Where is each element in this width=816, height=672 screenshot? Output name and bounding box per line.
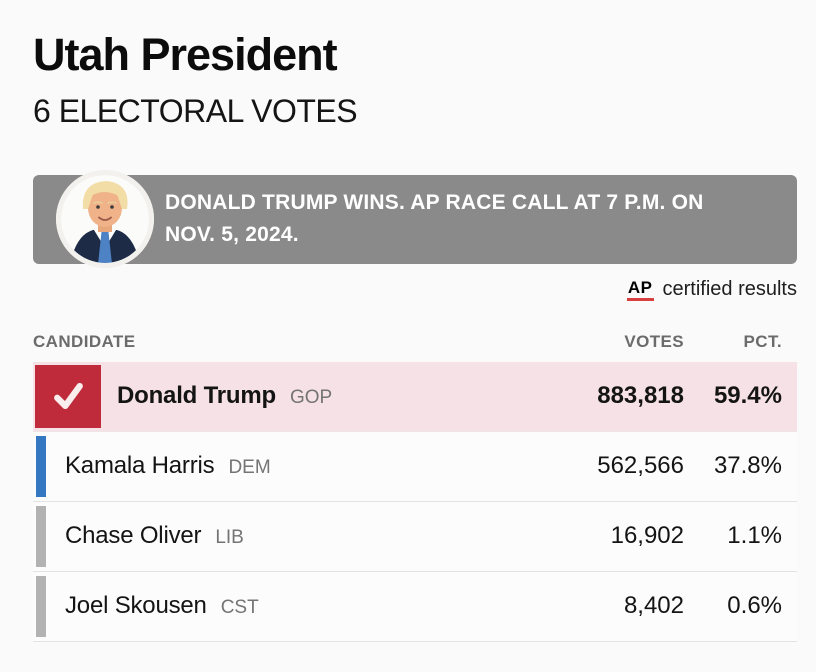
party-color-marker (35, 364, 101, 428)
candidate-name: Joel Skousen (65, 592, 207, 620)
winner-check-icon (54, 383, 83, 410)
candidate-party-label: DEM (228, 457, 271, 479)
candidate-pct: 59.4% (713, 382, 782, 410)
candidate-name-group: Joel Skousen CST (65, 592, 564, 620)
table-row: Chase Oliver LIB 16,902 1.1% (33, 501, 797, 572)
page-title: Utah President (33, 29, 338, 80)
candidate-column-header: CANDIDATE (33, 331, 136, 351)
candidate-name: Chase Oliver (65, 522, 202, 550)
certification-line: AP certified results (33, 278, 797, 302)
candidate-votes: 883,818 (597, 382, 684, 410)
party-color-marker (36, 575, 46, 637)
table-header: CANDIDATE VOTES PCT. (33, 326, 797, 358)
candidate-pct: 0.6% (727, 592, 782, 620)
candidate-party-label: CST (220, 597, 259, 619)
race-call-banner: DONALD TRUMP WINS. AP RACE CALL AT 7 P.M… (33, 170, 797, 269)
race-call-text: DONALD TRUMP WINS. AP RACE CALL AT 7 P.M… (165, 187, 704, 251)
candidate-votes: 562,566 (597, 452, 684, 480)
votes-column-header: VOTES (624, 331, 684, 351)
candidate-pct: 37.8% (713, 452, 782, 480)
table-row: Kamala Harris DEM 562,566 37.8% (33, 431, 797, 502)
candidate-name-group: Kamala Harris DEM (65, 452, 564, 480)
election-results-page: Utah President 6 ELECTORAL VOTES (33, 29, 797, 642)
trump-portrait-icon (56, 170, 154, 269)
race-call-line1: DONALD TRUMP WINS. AP RACE CALL AT 7 P.M… (165, 191, 704, 215)
party-color-marker (36, 505, 46, 567)
table-row: Donald Trump GOP 883,818 59.4% (33, 361, 797, 432)
candidate-party-label: LIB (215, 527, 244, 549)
candidate-name-group: Chase Oliver LIB (65, 522, 564, 550)
race-call-line2: NOV. 5, 2024. (165, 223, 299, 247)
candidate-votes: 8,402 (623, 592, 684, 620)
certified-results-label: certified results (662, 278, 798, 301)
candidate-name: Kamala Harris (65, 452, 215, 480)
candidate-votes: 16,902 (610, 522, 684, 550)
pct-column-header: PCT. (743, 331, 782, 351)
winner-avatar (55, 169, 155, 269)
candidate-name: Donald Trump (117, 382, 276, 410)
results-rows: Donald Trump GOP 883,818 59.4% Kamala Ha… (33, 361, 797, 642)
electoral-votes-subtitle: 6 ELECTORAL VOTES (33, 92, 358, 129)
candidate-name-group: Donald Trump GOP (117, 382, 564, 410)
candidate-pct: 1.1% (727, 522, 782, 550)
party-color-marker (36, 435, 46, 497)
candidate-party-label: GOP (289, 387, 333, 409)
ap-logo: AP (626, 279, 654, 301)
table-row: Joel Skousen CST 8,402 0.6% (33, 571, 797, 642)
